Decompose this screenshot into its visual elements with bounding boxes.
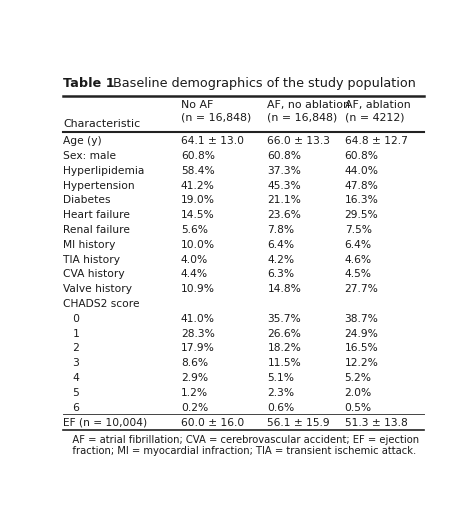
Text: 7.5%: 7.5% — [345, 225, 371, 235]
Text: MI history: MI history — [63, 240, 115, 250]
Text: 0.6%: 0.6% — [267, 403, 294, 413]
Text: No AF: No AF — [181, 100, 213, 110]
Text: 23.6%: 23.6% — [267, 210, 301, 220]
Text: Valve history: Valve history — [63, 284, 132, 294]
Text: 27.7%: 27.7% — [345, 284, 379, 294]
Text: 56.1 ± 15.9: 56.1 ± 15.9 — [267, 418, 330, 427]
Text: Characteristic: Characteristic — [63, 119, 140, 129]
Text: 11.5%: 11.5% — [267, 358, 301, 368]
Text: 4.0%: 4.0% — [181, 255, 208, 265]
Text: 17.9%: 17.9% — [181, 344, 215, 354]
Text: 8.6%: 8.6% — [181, 358, 208, 368]
Text: 1: 1 — [63, 329, 80, 339]
Text: 60.8%: 60.8% — [345, 151, 379, 161]
Text: 26.6%: 26.6% — [267, 329, 301, 339]
Text: 4.5%: 4.5% — [345, 269, 371, 279]
Text: 0.5%: 0.5% — [345, 403, 372, 413]
Text: 2.0%: 2.0% — [345, 388, 372, 398]
Text: 5.6%: 5.6% — [181, 225, 208, 235]
Text: 64.8 ± 12.7: 64.8 ± 12.7 — [345, 136, 408, 146]
Text: 41.2%: 41.2% — [181, 180, 215, 190]
Text: Heart failure: Heart failure — [63, 210, 130, 220]
Text: 14.5%: 14.5% — [181, 210, 215, 220]
Text: 2.9%: 2.9% — [181, 373, 208, 383]
Text: CHADS2 score: CHADS2 score — [63, 299, 140, 309]
Text: 0.2%: 0.2% — [181, 403, 208, 413]
Text: Table 1: Table 1 — [63, 77, 114, 90]
Text: 45.3%: 45.3% — [267, 180, 301, 190]
Text: 41.0%: 41.0% — [181, 314, 215, 324]
Text: 6.4%: 6.4% — [267, 240, 294, 250]
Text: 4: 4 — [63, 373, 80, 383]
Text: Renal failure: Renal failure — [63, 225, 130, 235]
Text: 66.0 ± 13.3: 66.0 ± 13.3 — [267, 136, 331, 146]
Text: 7.8%: 7.8% — [267, 225, 294, 235]
Text: 16.5%: 16.5% — [345, 344, 379, 354]
Text: 5: 5 — [63, 388, 80, 398]
Text: 6.4%: 6.4% — [345, 240, 372, 250]
Text: 10.9%: 10.9% — [181, 284, 215, 294]
Text: 28.3%: 28.3% — [181, 329, 215, 339]
Text: AF, ablation: AF, ablation — [345, 100, 410, 110]
Text: 38.7%: 38.7% — [345, 314, 379, 324]
Text: Hypertension: Hypertension — [63, 180, 135, 190]
Text: 5.1%: 5.1% — [267, 373, 294, 383]
Text: 60.8%: 60.8% — [267, 151, 301, 161]
Text: 58.4%: 58.4% — [181, 166, 215, 176]
Text: 51.3 ± 13.8: 51.3 ± 13.8 — [345, 418, 408, 427]
Text: 1.2%: 1.2% — [181, 388, 208, 398]
Text: 4.6%: 4.6% — [345, 255, 372, 265]
Text: 64.1 ± 13.0: 64.1 ± 13.0 — [181, 136, 244, 146]
Text: 14.8%: 14.8% — [267, 284, 301, 294]
Text: 2: 2 — [63, 344, 80, 354]
Text: 60.8%: 60.8% — [181, 151, 215, 161]
Text: TIA history: TIA history — [63, 255, 120, 265]
Text: Baseline demographics of the study population: Baseline demographics of the study popul… — [113, 77, 416, 90]
Text: (n = 4212): (n = 4212) — [345, 112, 404, 122]
Text: 6: 6 — [63, 403, 80, 413]
Text: 24.9%: 24.9% — [345, 329, 379, 339]
Text: (n = 16,848): (n = 16,848) — [181, 112, 251, 122]
Text: 29.5%: 29.5% — [345, 210, 379, 220]
Text: 6.3%: 6.3% — [267, 269, 294, 279]
Text: AF = atrial fibrillation; CVA = cerebrovascular accident; EF = ejection
   fract: AF = atrial fibrillation; CVA = cerebrov… — [63, 435, 419, 457]
Text: CVA history: CVA history — [63, 269, 124, 279]
Text: 37.3%: 37.3% — [267, 166, 301, 176]
Text: Sex: male: Sex: male — [63, 151, 116, 161]
Text: 16.3%: 16.3% — [345, 196, 379, 205]
Text: 10.0%: 10.0% — [181, 240, 215, 250]
Text: EF (n = 10,004): EF (n = 10,004) — [63, 418, 147, 427]
Text: Age (y): Age (y) — [63, 136, 102, 146]
Text: 35.7%: 35.7% — [267, 314, 301, 324]
Text: 47.8%: 47.8% — [345, 180, 379, 190]
Text: 2.3%: 2.3% — [267, 388, 294, 398]
Text: 3: 3 — [63, 358, 80, 368]
Text: 4.4%: 4.4% — [181, 269, 208, 279]
Text: 44.0%: 44.0% — [345, 166, 379, 176]
Text: 21.1%: 21.1% — [267, 196, 301, 205]
Text: 5.2%: 5.2% — [345, 373, 371, 383]
Text: AF, no ablation: AF, no ablation — [267, 100, 351, 110]
Text: Diabetes: Diabetes — [63, 196, 111, 205]
Text: 18.2%: 18.2% — [267, 344, 301, 354]
Text: 4.2%: 4.2% — [267, 255, 294, 265]
Text: 0: 0 — [63, 314, 80, 324]
Text: 12.2%: 12.2% — [345, 358, 379, 368]
Text: 60.0 ± 16.0: 60.0 ± 16.0 — [181, 418, 244, 427]
Text: Hyperlipidemia: Hyperlipidemia — [63, 166, 144, 176]
Text: 19.0%: 19.0% — [181, 196, 215, 205]
Text: (n = 16,848): (n = 16,848) — [267, 112, 338, 122]
